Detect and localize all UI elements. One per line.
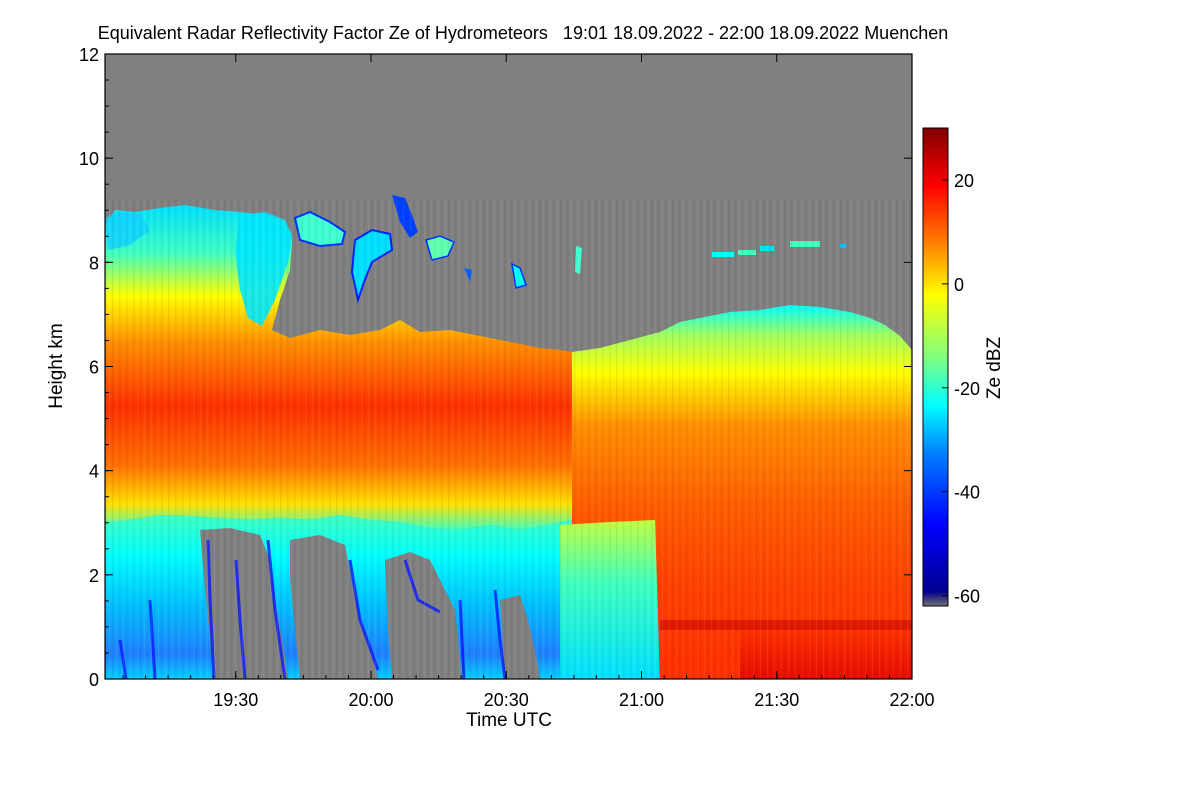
y-axis-label: Height km bbox=[46, 323, 67, 409]
y-axis-ticks bbox=[105, 53, 912, 680]
x-tick-label: 20:30 bbox=[484, 690, 529, 710]
colorbar-ticks bbox=[942, 179, 948, 597]
x-tick-label: 19:30 bbox=[213, 690, 258, 710]
x-tick-label: 22:00 bbox=[889, 690, 934, 710]
x-axis-ticks bbox=[122, 54, 913, 679]
colorbar-label: Ze dBZ bbox=[984, 336, 1005, 399]
chart-title: Equivalent Radar Reflectivity Factor Ze … bbox=[98, 23, 949, 43]
x-tick-label: 21:30 bbox=[754, 690, 799, 710]
colorbar-tick-label: -60 bbox=[954, 587, 980, 607]
colorbar: -60 -40 -20 0 20 Ze dBZ bbox=[922, 127, 1005, 607]
y-tick-label: 2 bbox=[89, 566, 99, 586]
colorbar-tick-label: -20 bbox=[954, 379, 980, 399]
y-tick-label: 12 bbox=[79, 45, 99, 65]
y-axis-tick-labels: 0 2 4 6 8 10 12 bbox=[79, 45, 99, 690]
y-tick-label: 6 bbox=[89, 358, 99, 378]
colorbar-tick-label: -40 bbox=[954, 483, 980, 503]
reflectivity-field bbox=[105, 54, 912, 679]
fall-streak-texture bbox=[105, 200, 912, 679]
x-axis-tick-labels: 19:30 20:00 20:30 21:00 21:30 22:00 bbox=[213, 690, 934, 710]
x-axis-label: Time UTC bbox=[466, 710, 552, 731]
colorbar-tick-label: 0 bbox=[954, 275, 964, 295]
y-tick-label: 4 bbox=[89, 462, 99, 482]
colorbar-tick-labels: -60 -40 -20 0 20 bbox=[954, 171, 980, 607]
colorbar-tick-label: 20 bbox=[954, 171, 974, 191]
colorbar-gradient bbox=[922, 127, 949, 607]
y-tick-label: 8 bbox=[89, 253, 99, 273]
x-tick-label: 21:00 bbox=[619, 690, 664, 710]
y-tick-label: 0 bbox=[89, 670, 99, 690]
y-tick-label: 10 bbox=[79, 149, 99, 169]
x-tick-label: 20:00 bbox=[348, 690, 393, 710]
